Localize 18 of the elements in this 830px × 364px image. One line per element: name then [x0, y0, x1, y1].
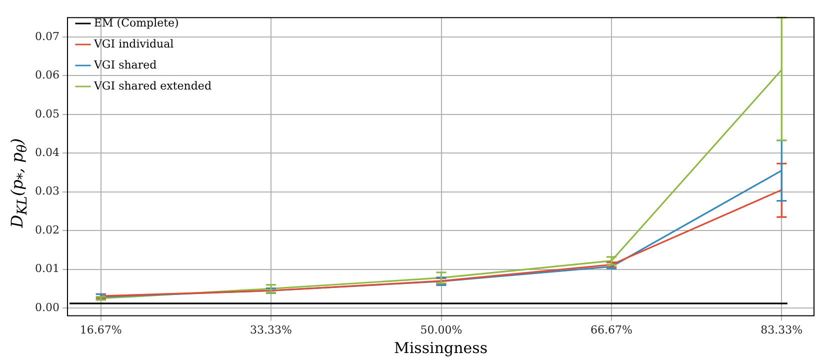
x-tick-label: 83.33% — [760, 323, 803, 336]
x-tick-label: 16.67% — [80, 323, 122, 336]
legend-label: VGI shared extended — [92, 79, 212, 92]
x-tick-label: 33.33% — [250, 323, 292, 336]
y-tick-label: 0.06 — [34, 68, 60, 82]
x-tick-label: 66.67% — [590, 323, 632, 336]
y-tick-label: 0.04 — [34, 146, 60, 160]
x-axis-title: Missingness — [394, 338, 488, 357]
y-tick-label: 0.00 — [34, 300, 60, 314]
y-tick-label: 0.01 — [34, 262, 60, 276]
legend-label: VGI individual — [92, 37, 174, 50]
legend-label: VGI shared — [92, 58, 157, 72]
legend-label: EM (Complete) — [94, 16, 179, 30]
y-tick-label: 0.03 — [34, 184, 60, 198]
y-tick-label: 0.07 — [34, 30, 60, 43]
y-tick-label: 0.05 — [34, 107, 60, 120]
y-tick-label: 0.02 — [34, 223, 60, 236]
x-tick-label: 50.00% — [420, 323, 462, 336]
